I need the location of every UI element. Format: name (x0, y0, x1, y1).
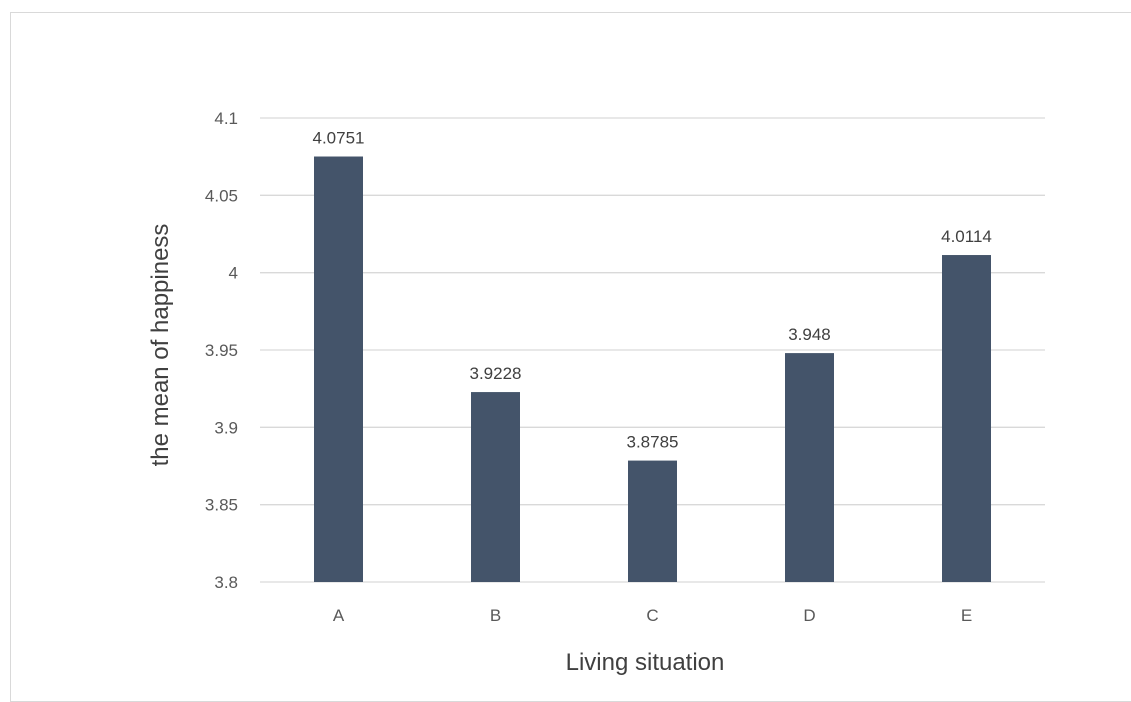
data-label-d: 3.948 (788, 325, 831, 344)
x-tick-label: A (333, 606, 345, 625)
x-axis-ticks: A B C D E (333, 606, 972, 625)
y-tick-label: 3.95 (205, 341, 238, 360)
bar-a (314, 156, 363, 582)
bar-d (785, 353, 834, 582)
data-label-b: 3.9228 (470, 364, 522, 383)
y-tick-label: 4.05 (205, 186, 238, 205)
y-tick-label: 3.8 (214, 573, 238, 592)
data-label-a: 4.0751 (313, 129, 365, 148)
y-tick-label: 3.9 (214, 418, 238, 437)
bar-b (471, 392, 520, 582)
y-axis-ticks: 3.8 3.85 3.9 3.95 4 4.05 4.1 (205, 109, 238, 592)
x-tick-label: B (490, 606, 501, 625)
x-axis-title: Living situation (566, 649, 725, 676)
data-label-c: 3.8785 (627, 433, 679, 452)
x-tick-label: D (803, 606, 815, 625)
data-label-e: 4.0114 (941, 227, 992, 246)
x-tick-label: C (646, 606, 658, 625)
y-axis-title: the mean of happiness (147, 224, 174, 467)
y-tick-label: 3.85 (205, 496, 238, 515)
x-tick-label: E (961, 606, 972, 625)
bars (314, 156, 991, 582)
y-tick-label: 4.1 (214, 109, 238, 128)
y-tick-label: 4 (229, 264, 238, 283)
data-labels: 4.0751 3.9228 3.8785 3.948 4.0114 (313, 129, 992, 452)
bar-c (628, 460, 677, 582)
bar-e (942, 255, 991, 582)
